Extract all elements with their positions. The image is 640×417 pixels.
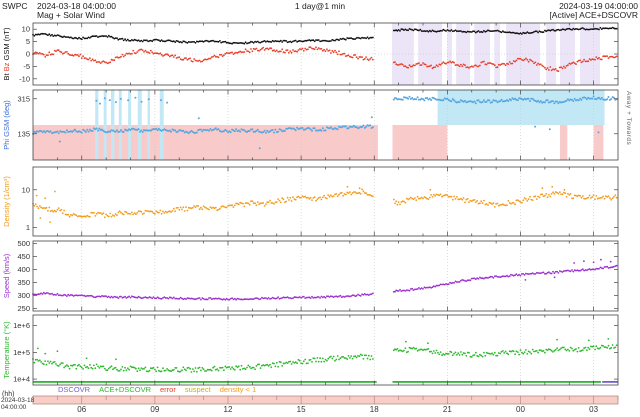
away-towards-axis-label: Away + Towards [625, 91, 632, 146]
y-tick-label: 1e+4 [13, 375, 30, 384]
panel-phi: 315 135 Phi GSM (deg) [2, 89, 619, 161]
y-axis-label: Temperature (°K) [2, 321, 11, 379]
legend-item: suspect [184, 385, 211, 394]
legend-item: ACE+DSCOVR [99, 385, 151, 394]
x-tick-label: 06 [77, 405, 87, 414]
x-tick-label: 21 [442, 405, 452, 414]
x-axis-start-date: 2024-03-18 [1, 397, 35, 404]
y-axis-label: Speed (km/s) [2, 253, 11, 298]
x-tick-label: 00 [516, 405, 525, 414]
plot-resolution: 1 day@1 min [294, 1, 346, 11]
y-tick-label: 0 [26, 50, 30, 59]
y-tick-label: 5 [26, 37, 30, 46]
legend-item: density < 1 [219, 385, 257, 394]
plot-title: Mag + Solar Wind [37, 10, 105, 20]
y-tick-label: 1 [26, 223, 30, 232]
x-tick-label: 15 [296, 405, 306, 414]
y-tick-label: 10 [22, 185, 30, 194]
x-axis-start-datetime: 2024-03-18 04:00:00 [1, 397, 34, 411]
y-tick-label: 1e+6 [13, 321, 30, 330]
x-tick-label: 09 [150, 405, 160, 414]
y-tick-label: 300 [17, 291, 30, 300]
y-tick-label: -10 [19, 74, 30, 83]
start-datetime: 2024-03-18 04:00:00 [37, 1, 116, 11]
y-tick-label: 500 [17, 239, 30, 248]
x-tick-label: 12 [223, 405, 233, 414]
y-axis-label: Density (1/cm³) [2, 176, 11, 227]
y-axis-label: Bt Bz GSM (nT) [2, 27, 11, 80]
y-tick-label: 350 [17, 278, 30, 287]
y-axis-label: Phi GSM (deg) [2, 100, 11, 150]
x-tick-label: 18 [369, 405, 379, 414]
y-tick-label: 1e+5 [13, 348, 30, 357]
x-axis-tick-labels: 06 09 12 15 18 21 00 03 [0, 405, 640, 415]
x-axis-start-time: 04:00:00 [1, 404, 27, 411]
y-tick-label: 315 [17, 94, 30, 103]
y-tick-label: 10 [22, 25, 30, 34]
legend-item: error [159, 385, 176, 394]
legend: DSCOVR ACE+DSCOVR error suspect density < 1 [58, 385, 265, 394]
source-status: [Active] ACE+DSCOVR [549, 10, 638, 20]
y-tick-label: 135 [17, 129, 30, 138]
app-title: SWPC [2, 1, 28, 11]
y-tick-label: 450 [17, 252, 30, 261]
x-axis-unit-label: (hh) [2, 391, 15, 398]
time-axis-strip [32, 395, 619, 405]
panel-density: 10 1 Density (1/cm³) [2, 166, 619, 237]
end-datetime: 2024-03-19 04:00:00 [559, 1, 638, 11]
panel-bt-bz: 10 5 0 -5 -10 Bt Bz GSM (nT) [2, 22, 619, 86]
y-tick-label: -5 [23, 62, 30, 71]
y-tick-label: 400 [17, 265, 30, 274]
x-tick-label: 03 [589, 405, 599, 414]
y-tick-label: 250 [17, 304, 30, 313]
panel-speed: 500 450 400 350 300 250 Speed (km/s) [2, 239, 619, 313]
legend-item: DSCOVR [58, 385, 91, 394]
